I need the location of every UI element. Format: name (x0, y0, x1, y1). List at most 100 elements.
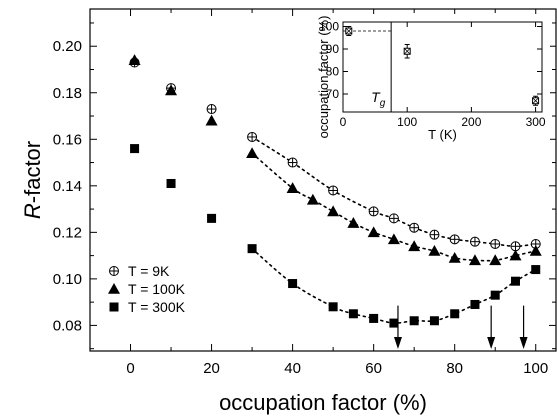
data-point (429, 229, 440, 240)
data-point (490, 238, 501, 249)
data-point (448, 251, 461, 263)
data-point (510, 276, 520, 286)
y-axis-label: R-factor (20, 141, 45, 219)
data-point (429, 316, 439, 326)
data-point (368, 206, 379, 217)
main-x-axis: 0 20 40 60 80 100 (89, 9, 548, 377)
inset-y-tick-label: 80 (326, 65, 340, 79)
tg-annotation: Tg (371, 89, 386, 109)
x-tick-label: 60 (365, 360, 382, 377)
x-tick-label: 80 (446, 360, 463, 377)
arrow-head (519, 337, 528, 349)
data-point (287, 157, 298, 168)
inset-marker-cross2 (403, 47, 411, 55)
inset-x-tick-label: 100 (397, 115, 417, 129)
data-point (510, 241, 521, 252)
y-tick-label: 0.10 (53, 271, 82, 288)
data-point (207, 213, 217, 223)
y-tick-label: 0.18 (53, 85, 82, 102)
x-tick-label: 20 (203, 360, 220, 377)
main-plot: 0 20 40 60 80 100 0.08 0.10 0.12 0.14 0.16 0.18 0.2… (20, 8, 557, 415)
data-point (449, 234, 460, 245)
inset-marker-cross2 (345, 27, 353, 35)
tg-annotation-main: T (371, 89, 381, 105)
inset-y-axis: 70 80 90 100 (319, 20, 542, 101)
data-point (246, 147, 259, 159)
data-point (369, 313, 379, 323)
y-axis-label-rest: -factor (20, 141, 45, 203)
inset-data-point (345, 26, 353, 36)
data-point (509, 249, 522, 261)
data-point (205, 114, 218, 126)
inset-data-point (403, 44, 411, 59)
data-point (470, 299, 480, 309)
x-tick-label: 40 (284, 360, 301, 377)
data-point (489, 254, 502, 266)
data-point (387, 233, 400, 245)
y-axis-label-italic: R (20, 203, 45, 219)
legend-marker (109, 266, 119, 276)
data-point (408, 240, 421, 252)
data-point (450, 309, 460, 319)
data-point (409, 316, 419, 326)
data-point (165, 84, 178, 96)
inset-data-points (345, 26, 540, 106)
inset-x-axis: 0 100 200 300 (340, 22, 546, 129)
main-y-axis: 0.08 0.10 0.12 0.14 0.16 0.18 0.20 (53, 22, 556, 350)
inset-x-axis-label: T (K) (428, 127, 457, 142)
data-point (130, 144, 140, 154)
data-point (367, 226, 380, 238)
data-point (348, 309, 358, 319)
inset-x-tick-label: 200 (461, 115, 481, 129)
arrow-head (487, 337, 496, 349)
data-point (389, 318, 399, 328)
y-tick-label: 0.08 (53, 317, 82, 334)
inset-plot: 0 100 200 300 70 80 90 100 T (K) occupation fa… (316, 14, 550, 142)
data-point (286, 182, 299, 193)
y-tick-label: 0.20 (53, 38, 82, 55)
data-point (328, 302, 338, 312)
inset-plot-frame (342, 21, 543, 113)
data-point (529, 244, 542, 256)
inset-x-tick-label: 0 (340, 115, 347, 129)
y-tick-label: 0.12 (53, 224, 82, 241)
legend-label: T = 100K (128, 281, 186, 297)
inset-x-tick-label: 300 (526, 115, 546, 129)
data-point (531, 265, 541, 275)
inset-marker-cross2 (532, 97, 539, 105)
inset-y-tick-label: 100 (319, 20, 339, 34)
data-point (409, 222, 420, 233)
data-point (428, 244, 441, 256)
data-point (530, 238, 541, 249)
data-point (347, 217, 360, 228)
data-point (306, 193, 319, 205)
data-point (247, 244, 257, 254)
data-point (128, 54, 141, 65)
data-point (206, 104, 217, 115)
inset-background (318, 14, 550, 142)
legend: T = 9K T = 100K T = 300K (108, 263, 186, 315)
tg-annotation-sub: g (380, 98, 386, 109)
x-tick-label: 100 (523, 360, 548, 377)
arrow-head (393, 337, 402, 349)
minimum-arrows (393, 305, 528, 349)
x-axis-label: occupation factor (%) (219, 390, 427, 415)
inset-y-tick-label: 90 (326, 42, 340, 56)
main-plot-frame (89, 8, 557, 352)
inset-y-axis-label: occupation factor (%) (316, 16, 331, 139)
legend-marker (109, 302, 119, 312)
inset-y-tick-label: 70 (326, 87, 340, 101)
y-tick-label: 0.16 (53, 131, 82, 148)
y-tick-label: 0.14 (53, 178, 82, 195)
data-points (128, 54, 542, 328)
data-point (468, 254, 481, 266)
data-point (247, 131, 258, 142)
inset-reference-lines (343, 22, 392, 112)
inset-data-point (532, 95, 540, 106)
legend-label: T = 300K (128, 299, 186, 315)
data-point (469, 236, 480, 247)
legend-marker (108, 283, 120, 294)
legend-label: T = 9K (128, 263, 170, 279)
x-tick-label: 0 (126, 360, 134, 377)
